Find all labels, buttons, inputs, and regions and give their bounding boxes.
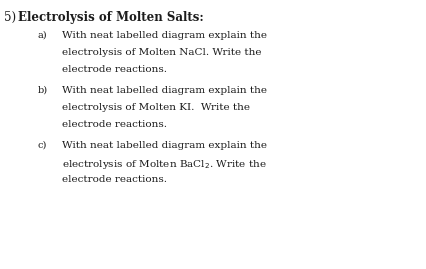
Text: c): c) xyxy=(38,141,47,150)
Text: a): a) xyxy=(38,31,48,40)
Text: electrolysis of Molten NaCl. Write the: electrolysis of Molten NaCl. Write the xyxy=(62,48,262,57)
Text: Electrolysis of Molten Salts:: Electrolysis of Molten Salts: xyxy=(18,11,204,24)
Text: With neat labelled diagram explain the: With neat labelled diagram explain the xyxy=(62,86,267,95)
Text: electrolysis of Molten BaCl$_2$. Write the: electrolysis of Molten BaCl$_2$. Write t… xyxy=(62,158,267,171)
Text: electrode reactions.: electrode reactions. xyxy=(62,65,167,74)
Text: With neat labelled diagram explain the: With neat labelled diagram explain the xyxy=(62,31,267,40)
Text: electrode reactions.: electrode reactions. xyxy=(62,120,167,129)
Text: b): b) xyxy=(38,86,48,95)
Text: With neat labelled diagram explain the: With neat labelled diagram explain the xyxy=(62,141,267,150)
Text: electrolysis of Molten KI.  Write the: electrolysis of Molten KI. Write the xyxy=(62,103,250,112)
Text: electrode reactions.: electrode reactions. xyxy=(62,175,167,184)
Text: 5): 5) xyxy=(4,11,20,24)
